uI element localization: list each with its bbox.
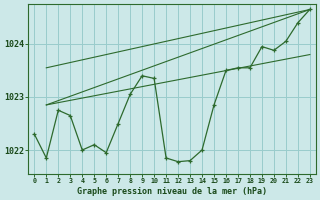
X-axis label: Graphe pression niveau de la mer (hPa): Graphe pression niveau de la mer (hPa) [77, 187, 267, 196]
